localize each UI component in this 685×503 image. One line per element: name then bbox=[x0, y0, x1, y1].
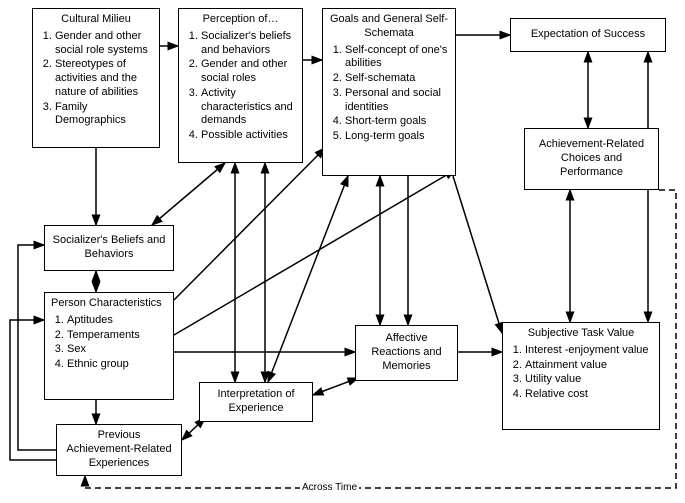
node-title: Expectation of Success bbox=[531, 28, 645, 42]
across-time-label: Across Time bbox=[300, 482, 359, 493]
node-title: Affective Reactions and Memories bbox=[362, 332, 451, 373]
list-item: Personal and social identities bbox=[345, 87, 449, 115]
list-item: Family Demographics bbox=[55, 101, 153, 129]
list-item: Attainment value bbox=[525, 359, 653, 373]
list-item: Aptitudes bbox=[67, 314, 167, 328]
list-item: Short-term goals bbox=[345, 115, 449, 129]
list-item: Sex bbox=[67, 343, 167, 357]
list-item: Stereotypes of activities and the nature… bbox=[55, 58, 153, 99]
node-title: Previous Achievement-Related Experiences bbox=[63, 429, 175, 470]
list-item: Gender and other social roles bbox=[201, 58, 296, 86]
node-subjective-task-value: Subjective Task Value Interest -enjoymen… bbox=[502, 322, 660, 430]
node-affective: Affective Reactions and Memories bbox=[355, 325, 458, 381]
node-interpretation: Interpretation of Experience bbox=[199, 382, 313, 422]
node-previous-achievement: Previous Achievement-Related Experiences bbox=[56, 424, 182, 476]
list-item: Relative cost bbox=[525, 388, 653, 402]
list-item: Gender and other social role systems bbox=[55, 30, 153, 58]
node-goals: Goals and General Self-Schemata Self-con… bbox=[322, 8, 456, 176]
list-item: Utility value bbox=[525, 373, 653, 387]
list-item: Interest -enjoyment value bbox=[525, 344, 653, 358]
list-item: Self-concept of one's abilities bbox=[345, 44, 449, 72]
node-expectation: Expectation of Success bbox=[510, 18, 666, 52]
node-perception: Perception of… Socializer's beliefs and … bbox=[178, 8, 303, 163]
list-item: Temperaments bbox=[67, 329, 167, 343]
diagram-canvas: Cultural Milieu Gender and other social … bbox=[0, 0, 685, 503]
node-title: Achievement-Related Choices and Performa… bbox=[531, 138, 652, 179]
node-title: Interpretation of Experience bbox=[206, 388, 306, 416]
node-list: AptitudesTemperamentsSexEthnic group bbox=[51, 314, 167, 372]
node-title: Perception of… bbox=[185, 13, 296, 27]
node-cultural-milieu: Cultural Milieu Gender and other social … bbox=[32, 8, 160, 148]
node-list: Gender and other social role systemsSter… bbox=[39, 30, 153, 128]
list-item: Socializer's beliefs and behaviors bbox=[201, 30, 296, 58]
node-title: Goals and General Self-Schemata bbox=[329, 13, 449, 41]
node-list: Socializer's beliefs and behaviorsGender… bbox=[185, 30, 296, 143]
list-item: Activity characteristics and demands bbox=[201, 87, 296, 128]
node-list: Self-concept of one's abilitiesSelf-sche… bbox=[329, 44, 449, 144]
node-achievement: Achievement-Related Choices and Performa… bbox=[524, 128, 659, 190]
list-item: Ethnic group bbox=[67, 358, 167, 372]
node-socializer: Socializer's Beliefs and Behaviors bbox=[44, 225, 174, 271]
list-item: Long-term goals bbox=[345, 130, 449, 144]
list-item: Possible activities bbox=[201, 129, 296, 143]
node-person-characteristics: Person Characteristics AptitudesTemperam… bbox=[44, 292, 174, 400]
node-list: Interest -enjoyment valueAttainment valu… bbox=[509, 344, 653, 402]
node-title: Cultural Milieu bbox=[39, 13, 153, 27]
node-title: Socializer's Beliefs and Behaviors bbox=[51, 234, 167, 262]
node-title: Subjective Task Value bbox=[509, 327, 653, 341]
node-title: Person Characteristics bbox=[51, 297, 167, 311]
list-item: Self-schemata bbox=[345, 72, 449, 86]
